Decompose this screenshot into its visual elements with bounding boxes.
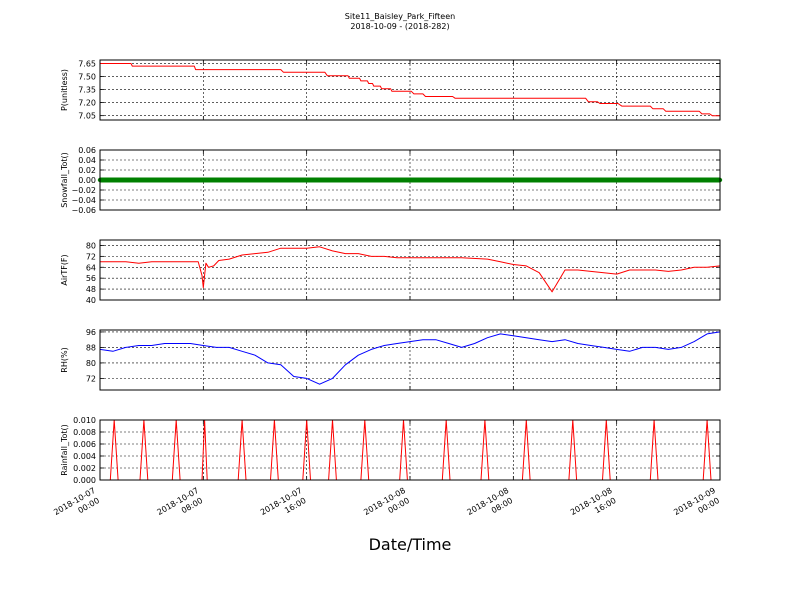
y-tick-label: 0.008 xyxy=(73,428,96,437)
y-tick-label: 80 xyxy=(86,241,96,250)
y-tick-label: 0.002 xyxy=(73,464,96,473)
y-tick-label: 7.05 xyxy=(78,112,96,121)
y-axis-label: Rainfall_Tot() xyxy=(60,424,69,476)
y-tick-label: 48 xyxy=(86,285,96,294)
panel-4: 72 80 88 96 RH(%) xyxy=(60,328,721,391)
y-tick-label: 0.04 xyxy=(78,156,96,165)
y-tick-label: 72 xyxy=(86,252,96,261)
chart-title: Site11_Baisley_Park_Fifteen xyxy=(345,12,455,21)
panels: 7.057.207.357.507.65P(unitless)−0.06−0.0… xyxy=(60,59,723,485)
axes-frame xyxy=(99,329,721,391)
y-tick-label: −0.02 xyxy=(71,186,96,195)
y-tick-label: 56 xyxy=(86,274,96,283)
y-tick-label: 80 xyxy=(86,359,96,368)
y-axis-label: Snowfall_Tot() xyxy=(60,152,69,208)
series-line xyxy=(99,331,721,385)
x-axis-label: Date/Time xyxy=(369,535,452,554)
y-tick-label: 0.06 xyxy=(78,146,96,155)
panel-3: 40 48 56 64 72 80 AirTF(F) xyxy=(60,239,721,305)
series-line xyxy=(100,63,720,117)
y-tick-label: 72 xyxy=(86,374,96,383)
y-tick-label: 7.20 xyxy=(78,99,96,108)
y-tick-label: 64 xyxy=(86,263,96,272)
y-tick-label: 0.006 xyxy=(73,440,96,449)
axes-frame xyxy=(99,149,721,211)
axes-frame xyxy=(99,239,721,301)
y-tick-label: 96 xyxy=(86,328,96,337)
y-tick-label: 0.010 xyxy=(73,416,96,425)
axes-frame xyxy=(99,59,721,121)
y-axis-label: RH(%) xyxy=(60,347,69,372)
series-line xyxy=(100,246,721,293)
y-tick-label: −0.04 xyxy=(71,196,96,205)
y-tick-label: 0.02 xyxy=(78,166,96,175)
y-tick-label: 88 xyxy=(86,343,96,352)
y-tick-label: 0.000 xyxy=(73,476,96,485)
y-tick-label: 40 xyxy=(86,296,96,305)
y-tick-label: 7.35 xyxy=(78,86,96,95)
y-tick-label: −0.06 xyxy=(71,206,96,215)
y-axis-label: AirTF(F) xyxy=(60,254,69,285)
axes-frame xyxy=(99,419,721,481)
panel-1: 7.05 7.20 7.35 7.50 7.65 P(unitless) xyxy=(60,59,721,121)
y-tick-label: 7.65 xyxy=(78,59,96,68)
y-tick-label: 0.00 xyxy=(78,176,96,185)
y-tick-label: 0.004 xyxy=(73,452,96,461)
panel-2: −0.06−0.04−0.020.000.020.040.06 Snowfall_… xyxy=(60,146,723,215)
panel-5: 0.000 0.002 0.004 0.006 0.008 0.010 Rainfall_T… xyxy=(60,416,721,485)
y-tick-label: 7.50 xyxy=(78,73,96,82)
y-axis-label: P(unitless) xyxy=(60,69,69,111)
chart-subtitle: 2018-10-09 - (2018-282) xyxy=(350,22,449,31)
